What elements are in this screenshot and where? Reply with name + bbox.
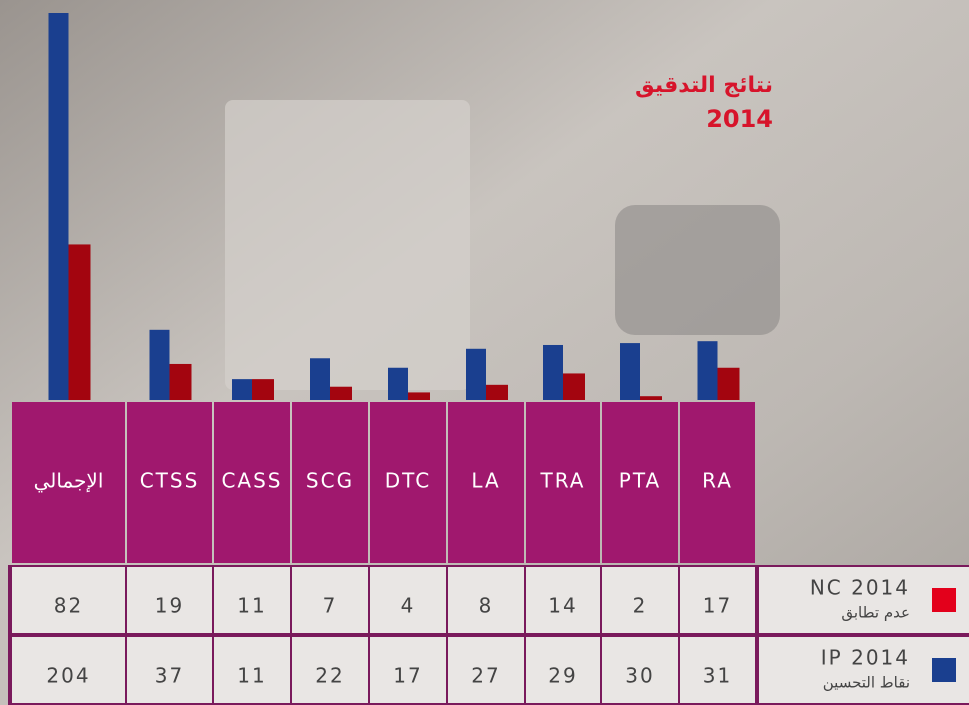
value-cell: [292, 637, 368, 703]
background-truck: [225, 100, 470, 390]
value-label: 22: [315, 664, 344, 688]
value-label: 37: [155, 664, 184, 688]
category-label: SCG: [306, 469, 354, 493]
category-label: PTA: [619, 469, 661, 493]
bar: [640, 396, 662, 400]
value-cell: [448, 567, 524, 633]
header-cell: [214, 402, 290, 563]
bar: [330, 386, 352, 400]
header-cell: [127, 402, 212, 563]
chart-title: نتائج التدقيق: [635, 73, 773, 98]
bar: [388, 367, 408, 400]
category-label: الإجمالي: [34, 469, 104, 494]
value-cell: [370, 567, 446, 633]
value-label: 30: [625, 664, 654, 688]
bar: [486, 384, 508, 400]
legend-name: NC 2014: [810, 576, 910, 600]
value-label: 11: [237, 594, 266, 618]
value-label: 31: [703, 664, 732, 688]
value-label: 14: [548, 594, 577, 618]
bar: [620, 343, 640, 400]
value-label: 7: [323, 594, 338, 618]
bar: [149, 329, 170, 400]
bar: [169, 363, 192, 400]
value-label: 8: [479, 594, 494, 618]
header-cell: [526, 402, 600, 563]
value-cell: [602, 637, 678, 703]
value-cell: [370, 637, 446, 703]
legend-swatch: [932, 658, 956, 682]
value-label: 17: [393, 664, 422, 688]
category-label: CASS: [221, 469, 282, 493]
legend-label: نقاط التحسين: [823, 674, 910, 692]
value-cell: [526, 637, 600, 703]
value-cell: [127, 567, 212, 633]
value-label: 4: [401, 594, 416, 618]
value-label: 82: [54, 594, 83, 618]
bar: [232, 379, 252, 400]
value-label: 11: [237, 664, 266, 688]
bar: [408, 392, 430, 400]
bar: [543, 344, 563, 400]
header-cell: [370, 402, 446, 563]
value-cell: [12, 637, 125, 703]
background-car: [615, 205, 780, 335]
value-cell: [602, 567, 678, 633]
bar: [48, 13, 69, 400]
value-label: 29: [548, 664, 577, 688]
value-label: 17: [703, 594, 732, 618]
header-cell: [680, 402, 755, 563]
value-cell: [680, 567, 755, 633]
value-label: 19: [155, 594, 184, 618]
value-cell: [12, 567, 125, 633]
header-cell: [602, 402, 678, 563]
value-label: 2: [633, 594, 648, 618]
bar: [697, 341, 718, 400]
value-label: 204: [46, 664, 90, 688]
value-cell: [680, 637, 755, 703]
category-label: DTC: [385, 469, 431, 493]
bar: [717, 367, 740, 400]
value-cell: [526, 567, 600, 633]
bar: [563, 373, 585, 400]
value-label: 27: [471, 664, 500, 688]
legend-label: عدم تطابق: [841, 604, 910, 622]
chart-subtitle: 2014: [706, 105, 773, 133]
value-cell: [214, 567, 290, 633]
value-cell: [127, 637, 212, 703]
value-cell: [448, 637, 524, 703]
category-label: RA: [702, 469, 733, 493]
bar: [466, 348, 486, 400]
category-label: TRA: [540, 469, 586, 493]
header-cell: [448, 402, 524, 563]
legend-name: IP 2014: [821, 646, 910, 670]
header-cell: [12, 402, 125, 563]
bar: [68, 244, 91, 400]
value-cell: [214, 637, 290, 703]
bar: [310, 358, 330, 400]
value-cell: [292, 567, 368, 633]
category-label: CTSS: [140, 469, 200, 493]
header-cell: [292, 402, 368, 563]
bar: [252, 379, 274, 400]
legend-swatch: [932, 588, 956, 612]
category-label: LA: [471, 469, 500, 493]
